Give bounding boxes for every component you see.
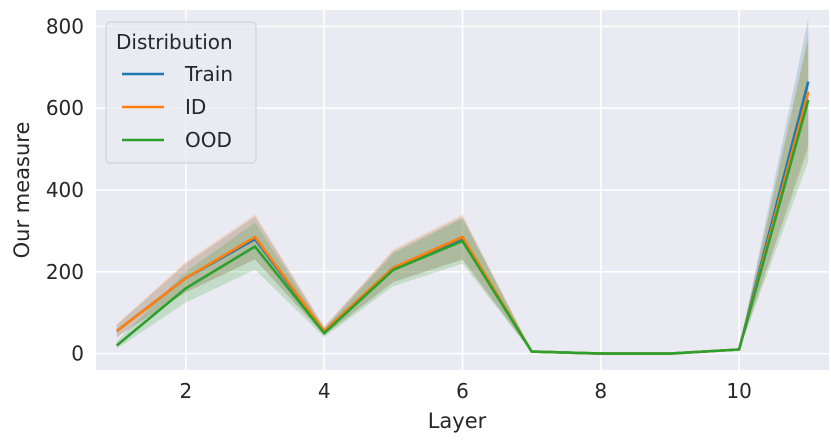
y-tick-label: 200 [46, 260, 84, 284]
x-tick-labels: 2 4 6 8 10 [180, 379, 752, 403]
legend: Distribution Train ID OOD [105, 21, 257, 164]
y-axis-title: Our measure [10, 122, 34, 259]
x-tick-label: 8 [594, 379, 607, 403]
x-tick-label: 2 [180, 379, 193, 403]
series-lines [115, 81, 810, 355]
y-tick-label: 400 [46, 178, 84, 202]
x-axis-title: Layer [428, 409, 487, 433]
x-tick-label: 10 [726, 379, 751, 403]
x-tick-label: 6 [456, 379, 469, 403]
legend-label-train: Train [184, 62, 233, 86]
legend-label-id: ID [185, 95, 206, 119]
confidence-bands [116, 18, 809, 354]
x-tick-label: 4 [318, 379, 331, 403]
y-tick-label: 800 [46, 14, 84, 38]
y-tick-label: 600 [46, 96, 84, 120]
legend-frame [105, 21, 257, 164]
legend-items: Train ID OOD [122, 62, 233, 152]
y-tick-label: 0 [71, 342, 84, 366]
band-id [116, 34, 809, 354]
y-tick-labels: 0 200 400 600 800 [46, 14, 84, 365]
legend-title: Distribution [116, 30, 233, 54]
legend-label-ood: OOD [185, 128, 232, 152]
series-line-ood [115, 99, 810, 355]
